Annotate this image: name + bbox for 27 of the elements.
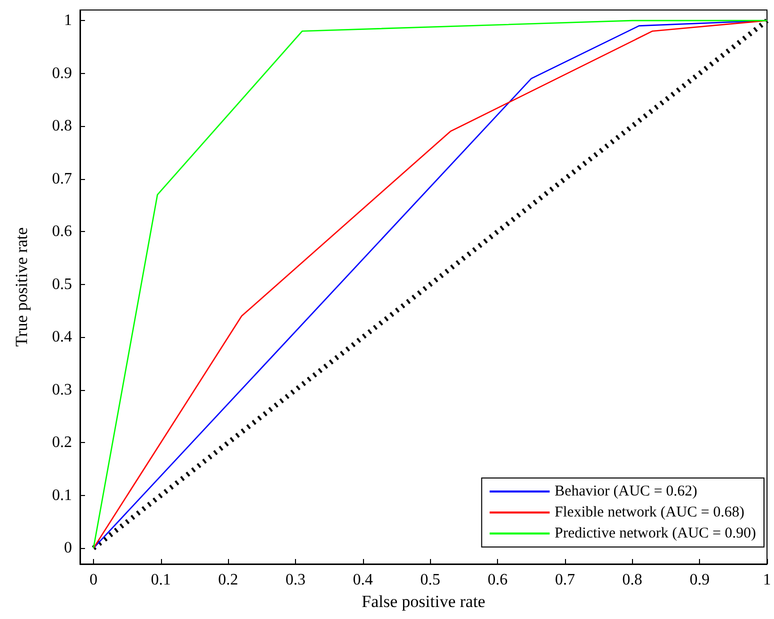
x-tick-label: 0 [89, 572, 98, 588]
x-tick-label: 0.8 [622, 572, 642, 588]
x-tick-label: 0.1 [150, 572, 171, 588]
y-tick-label: 0.3 [52, 381, 72, 398]
y-tick-label: 1 [64, 12, 72, 30]
y-tick-label: 0.7 [52, 170, 72, 188]
x-axis-title: False positive rate [362, 592, 486, 611]
y-tick-label: 0.4 [52, 328, 72, 346]
legend-label: Flexible network (AUC = 0.68) [554, 504, 744, 520]
x-tick-label: 0.4 [352, 572, 373, 588]
y-axis-title: True positive rate [12, 227, 31, 347]
y-tick-label: 0.2 [52, 434, 72, 452]
y-tick-label: 0.6 [52, 223, 72, 240]
x-tick-label: 1 [763, 572, 771, 588]
x-tick-label: 0.6 [488, 572, 508, 588]
y-tick-label: 0.5 [52, 276, 72, 293]
x-tick-label: 0.3 [286, 572, 306, 588]
y-tick-label: 0.9 [52, 64, 72, 82]
x-tick-label: 0.5 [420, 572, 440, 588]
y-tick-label: 0.1 [52, 486, 72, 504]
x-tick-label: 0.2 [218, 572, 238, 588]
x-tick-label: 0.9 [690, 572, 710, 588]
x-tick-label: 0.7 [554, 572, 575, 588]
legend-label: Behavior (AUC = 0.62) [554, 484, 698, 500]
y-tick-label: 0 [64, 540, 72, 557]
y-tick-label: 0.8 [52, 118, 72, 135]
legend-label: Predictive network (AUC = 0.90) [554, 526, 756, 542]
